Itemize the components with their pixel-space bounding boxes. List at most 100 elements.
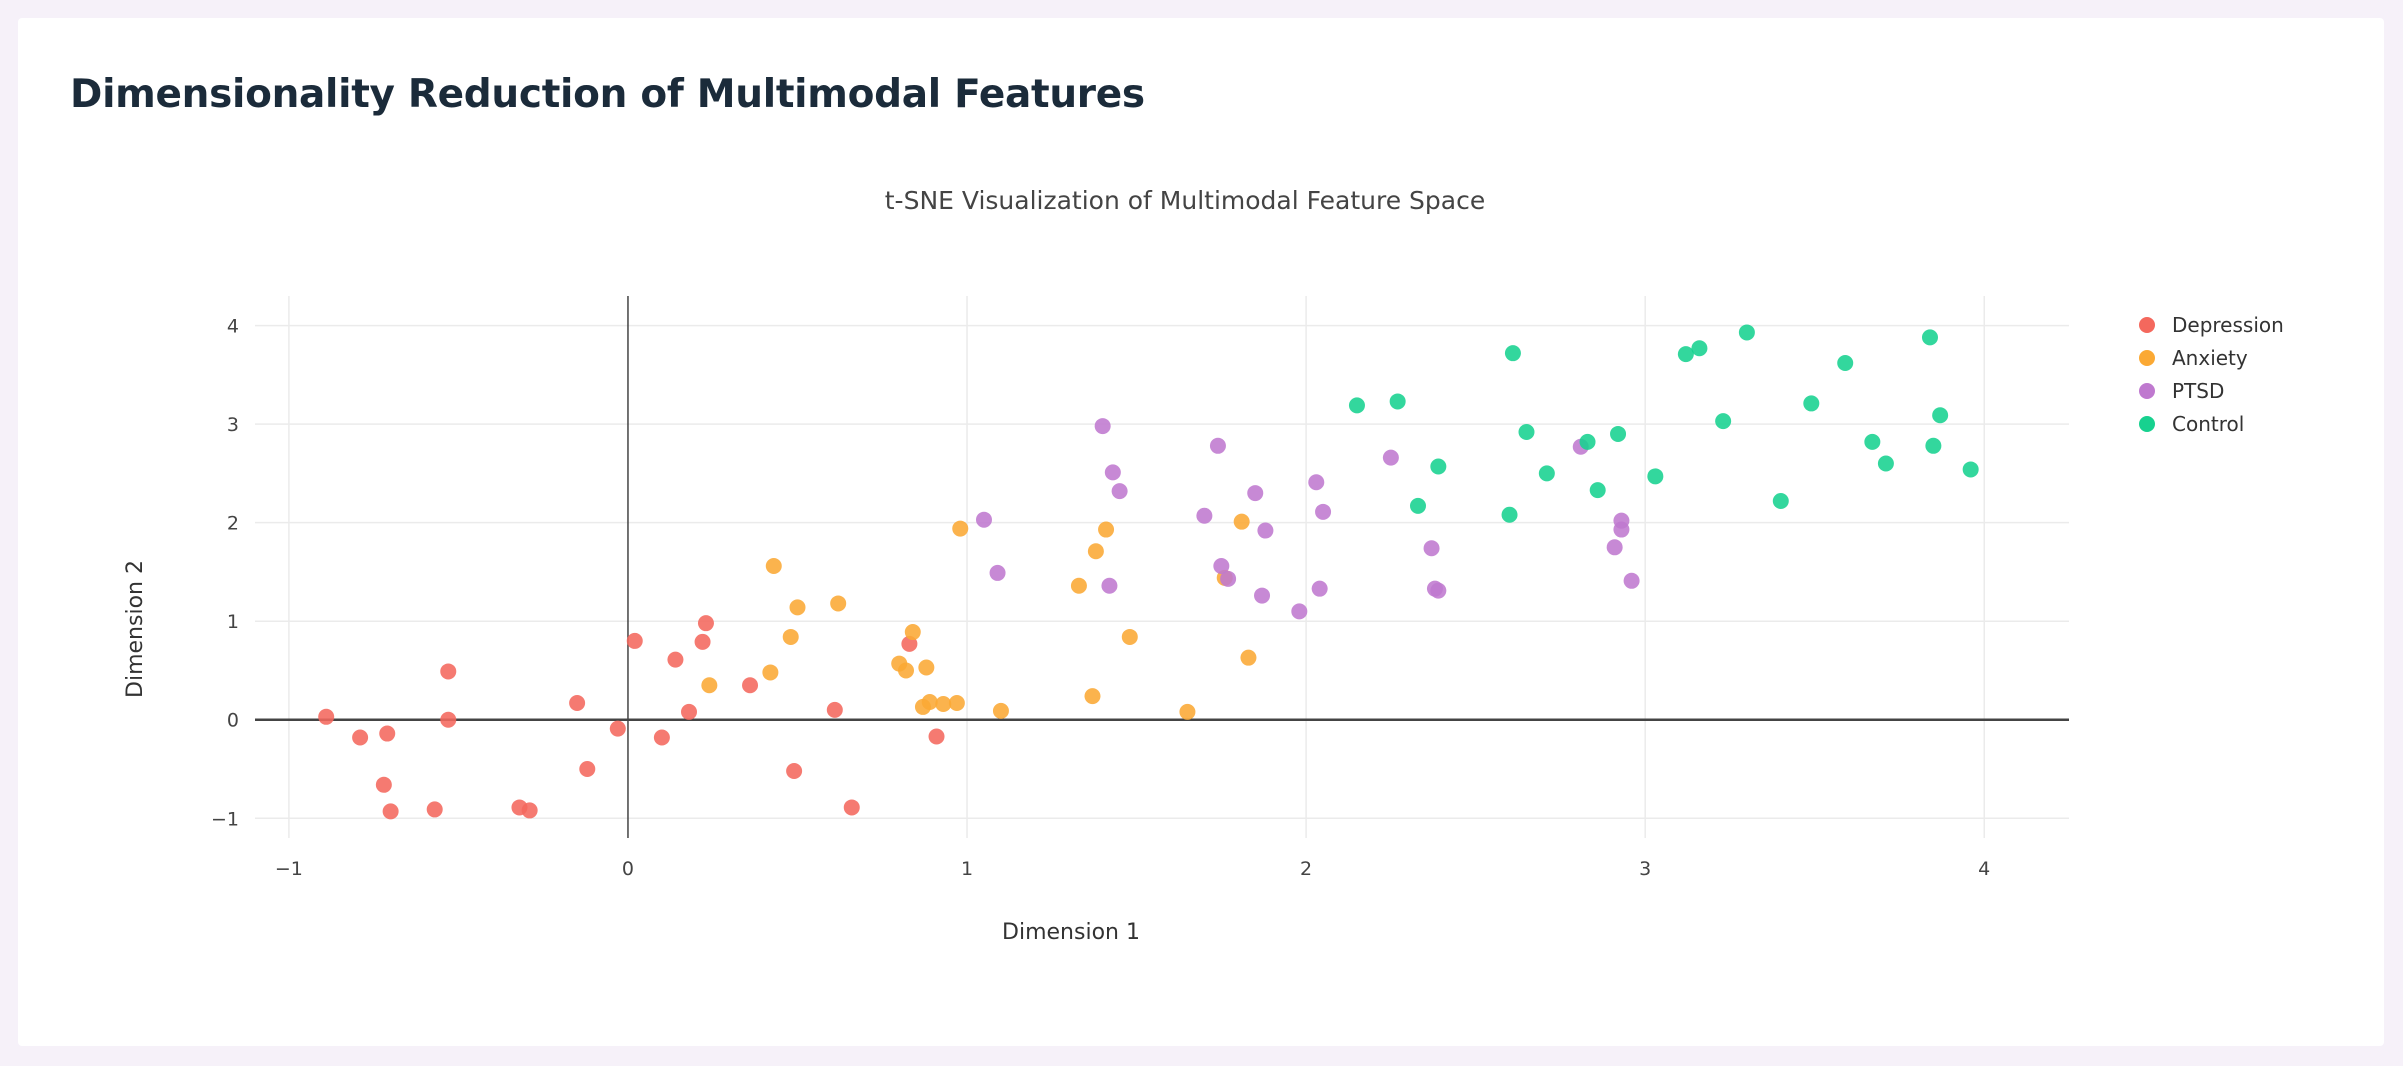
- data-point-ptsd[interactable]: [1104, 464, 1121, 481]
- data-point-depression[interactable]: [653, 729, 670, 746]
- data-point-ptsd[interactable]: [1308, 474, 1325, 491]
- data-point-depression[interactable]: [375, 776, 392, 793]
- data-point-depression[interactable]: [440, 663, 457, 680]
- data-point-ptsd[interactable]: [1315, 503, 1332, 520]
- data-point-depression[interactable]: [579, 761, 596, 778]
- data-point-anxiety[interactable]: [782, 628, 799, 645]
- scatter-chart[interactable]: −1 0 1 2 3 4 −1 0 1 2 3 4 t-SNE Visualization of Mu…: [70, 126, 2326, 996]
- data-point-control[interactable]: [1962, 461, 1979, 478]
- data-point-control[interactable]: [1430, 458, 1447, 475]
- data-point-ptsd[interactable]: [1247, 485, 1264, 502]
- data-point-depression[interactable]: [786, 762, 803, 779]
- data-point-control[interactable]: [1501, 506, 1518, 523]
- legend-item-ptsd[interactable]: PTSD: [2139, 379, 2224, 403]
- data-point-anxiety[interactable]: [898, 662, 915, 679]
- legend-item-anxiety[interactable]: Anxiety: [2139, 346, 2248, 370]
- data-point-ptsd[interactable]: [1311, 580, 1328, 597]
- data-point-ptsd[interactable]: [1094, 418, 1111, 435]
- data-point-control[interactable]: [1921, 329, 1938, 346]
- data-point-anxiety[interactable]: [1084, 688, 1101, 705]
- data-point-ptsd[interactable]: [1220, 570, 1237, 587]
- data-point-depression[interactable]: [440, 711, 457, 728]
- data-point-anxiety[interactable]: [918, 659, 935, 676]
- data-point-control[interactable]: [1925, 437, 1942, 454]
- data-point-depression[interactable]: [521, 802, 538, 819]
- data-point-ptsd[interactable]: [1423, 540, 1440, 557]
- data-point-control[interactable]: [1647, 468, 1664, 485]
- data-point-anxiety[interactable]: [1179, 703, 1196, 720]
- data-point-ptsd[interactable]: [1430, 582, 1447, 599]
- data-point-depression[interactable]: [843, 799, 860, 816]
- data-point-anxiety[interactable]: [701, 677, 718, 694]
- data-point-depression[interactable]: [697, 615, 714, 632]
- data-point-depression[interactable]: [694, 633, 711, 650]
- legend-item-control[interactable]: Control: [2139, 412, 2244, 436]
- data-point-control[interactable]: [1579, 433, 1596, 450]
- data-point-depression[interactable]: [318, 708, 335, 725]
- data-point-depression[interactable]: [742, 677, 759, 694]
- data-point-anxiety[interactable]: [1087, 543, 1104, 560]
- data-point-control[interactable]: [1932, 407, 1949, 424]
- data-point-anxiety[interactable]: [935, 695, 952, 712]
- data-points[interactable]: [318, 324, 1979, 820]
- data-point-control[interactable]: [1837, 355, 1854, 372]
- data-point-anxiety[interactable]: [1240, 649, 1257, 666]
- data-point-anxiety[interactable]: [762, 664, 779, 681]
- data-point-anxiety[interactable]: [1098, 521, 1115, 538]
- data-point-ptsd[interactable]: [975, 511, 992, 528]
- data-point-ptsd[interactable]: [1291, 603, 1308, 620]
- data-point-anxiety[interactable]: [765, 558, 782, 575]
- data-point-control[interactable]: [1691, 340, 1708, 357]
- data-point-ptsd[interactable]: [1382, 449, 1399, 466]
- data-point-anxiety[interactable]: [952, 520, 969, 537]
- data-point-depression[interactable]: [667, 651, 684, 668]
- data-point-control[interactable]: [1348, 397, 1365, 414]
- data-point-control[interactable]: [1389, 393, 1406, 410]
- data-point-control[interactable]: [1589, 482, 1606, 499]
- data-point-anxiety[interactable]: [830, 595, 847, 612]
- data-point-ptsd[interactable]: [1613, 512, 1630, 529]
- data-point-ptsd[interactable]: [1606, 539, 1623, 556]
- data-point-depression[interactable]: [382, 803, 399, 820]
- legend[interactable]: Depression Anxiety PTSD Control: [2139, 313, 2284, 436]
- data-point-ptsd[interactable]: [1623, 572, 1640, 589]
- data-point-anxiety[interactable]: [948, 694, 965, 711]
- data-point-anxiety[interactable]: [992, 702, 1009, 719]
- data-point-depression[interactable]: [681, 703, 698, 720]
- data-point-ptsd[interactable]: [1196, 507, 1213, 524]
- data-point-control[interactable]: [1504, 345, 1521, 362]
- data-point-depression[interactable]: [826, 701, 843, 718]
- data-point-depression[interactable]: [569, 694, 586, 711]
- data-point-depression[interactable]: [626, 632, 643, 649]
- data-point-control[interactable]: [1803, 395, 1820, 412]
- data-point-ptsd[interactable]: [1257, 522, 1274, 539]
- data-point-depression[interactable]: [379, 725, 396, 742]
- data-point-ptsd[interactable]: [1111, 483, 1128, 500]
- data-point-control[interactable]: [1518, 423, 1535, 440]
- data-point-anxiety[interactable]: [921, 694, 938, 711]
- data-point-control[interactable]: [1715, 413, 1732, 430]
- legend-item-depression[interactable]: Depression: [2139, 313, 2284, 337]
- data-point-anxiety[interactable]: [789, 599, 806, 616]
- data-point-control[interactable]: [1772, 492, 1789, 509]
- data-point-anxiety[interactable]: [1233, 513, 1250, 530]
- data-point-control[interactable]: [1864, 433, 1881, 450]
- data-point-control[interactable]: [1538, 465, 1555, 482]
- data-point-control[interactable]: [1610, 425, 1627, 442]
- data-point-ptsd[interactable]: [1101, 577, 1118, 594]
- data-point-control[interactable]: [1677, 346, 1694, 363]
- data-point-anxiety[interactable]: [904, 624, 921, 641]
- data-point-control[interactable]: [1409, 497, 1426, 514]
- data-point-depression[interactable]: [426, 801, 443, 818]
- data-point-depression[interactable]: [928, 728, 945, 745]
- data-point-control[interactable]: [1738, 324, 1755, 341]
- data-point-ptsd[interactable]: [1209, 437, 1226, 454]
- data-point-anxiety[interactable]: [1121, 628, 1138, 645]
- data-point-depression[interactable]: [609, 720, 626, 737]
- data-point-control[interactable]: [1877, 455, 1894, 472]
- data-point-anxiety[interactable]: [1070, 577, 1087, 594]
- data-point-ptsd[interactable]: [989, 564, 1006, 581]
- data-point-ptsd[interactable]: [1213, 558, 1230, 575]
- data-point-depression[interactable]: [352, 729, 369, 746]
- data-point-ptsd[interactable]: [1254, 587, 1271, 604]
